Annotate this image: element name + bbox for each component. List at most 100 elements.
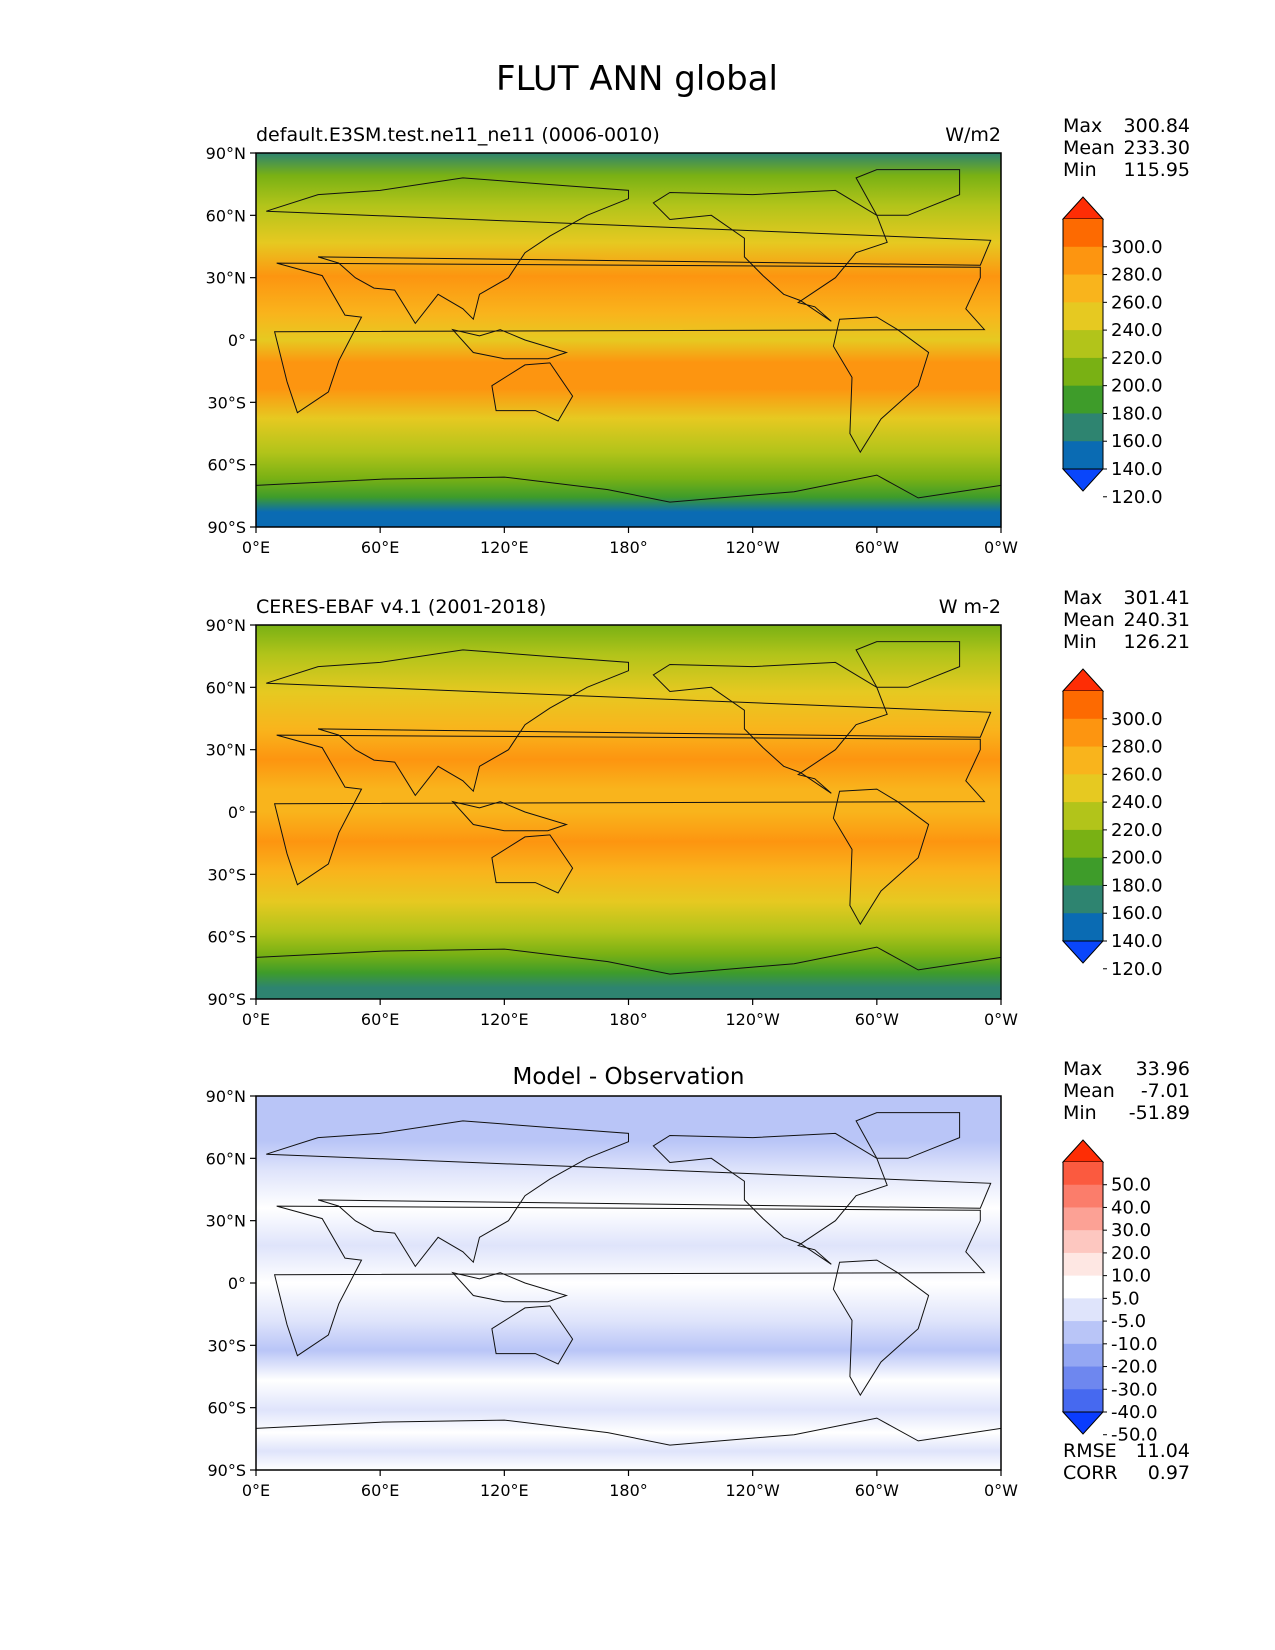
stat-label: Min	[1063, 159, 1097, 181]
colorbar-segment	[1063, 302, 1103, 331]
colorbar-segment	[1063, 857, 1103, 886]
colorbar-segment	[1063, 274, 1103, 303]
colorbar-segment	[1063, 1321, 1103, 1345]
colorbar-tick-label: 5.0	[1111, 1288, 1140, 1309]
stat-value: 240.31	[1124, 609, 1190, 631]
colorbar-extend-min	[1061, 468, 1105, 492]
y-tick-label: 90°S	[207, 1461, 246, 1480]
coastline	[855, 641, 961, 688]
panel-title: CERES-EBAF v4.1 (2001-2018)	[256, 596, 546, 618]
coastline	[832, 788, 930, 926]
colorbar-extend-max	[1061, 1139, 1105, 1163]
y-tick-label: 0°	[228, 331, 246, 350]
stat-value: -51.89	[1129, 1102, 1190, 1124]
stat-label: Max	[1063, 587, 1102, 609]
colorbar-segment	[1063, 1230, 1103, 1254]
colorbar-tick-label: -50.0	[1111, 1425, 1158, 1446]
coastline	[451, 800, 569, 832]
colorbar-segment	[1063, 774, 1103, 803]
colorbar-tick-label: 140.0	[1111, 931, 1163, 952]
units-label: W/m2	[945, 124, 1001, 146]
colorbar-tick-label: -30.0	[1111, 1379, 1158, 1400]
colorbar-tick-label: 220.0	[1111, 348, 1163, 369]
y-tick-label: 30°N	[206, 741, 246, 760]
colorbar-segment	[1063, 885, 1103, 914]
colorbar-tick-label: 120.0	[1111, 959, 1163, 980]
y-tick-label: 60°S	[207, 456, 246, 475]
colorbar-segment	[1063, 1275, 1103, 1299]
x-tick-label: 180°	[609, 538, 648, 557]
y-tick-label: 60°N	[206, 678, 246, 697]
coastline	[451, 328, 569, 360]
colorbar-segment	[1063, 330, 1103, 359]
y-tick-label: 90°S	[207, 990, 246, 1009]
coastline	[266, 649, 992, 797]
x-tick-label: 60°W	[855, 1481, 899, 1500]
colorbar: 300.0 280.0 260.0 240.0 220.0 200.0 180.0 160.0…	[1061, 196, 1163, 508]
colorbar-tick-label: 180.0	[1111, 875, 1163, 896]
colorbar-segment	[1063, 746, 1103, 775]
x-tick-label: 120°E	[480, 538, 529, 557]
coastline	[273, 1205, 986, 1357]
x-tick-label: 120°W	[725, 1481, 780, 1500]
x-tick-label: 120°E	[480, 1010, 529, 1029]
colorbar-segment	[1063, 718, 1103, 748]
stat-label: Mean	[1063, 609, 1115, 631]
colorbar-segment	[1063, 802, 1103, 831]
colorbar-tick-label: 180.0	[1111, 403, 1163, 424]
colorbar-tick-label: 220.0	[1111, 820, 1163, 841]
coastline	[652, 1132, 888, 1265]
colorbar-tick-label: 260.0	[1111, 292, 1163, 313]
panel-model: default.E3SM.test.ne11_ne11 (0006-0010) W…	[206, 115, 1190, 557]
coastline	[256, 474, 1001, 527]
figure-title: FLUT ANN global	[496, 59, 778, 99]
stat-value: 33.96	[1136, 1058, 1190, 1080]
colorbar-tick-label: 30.0	[1111, 1220, 1151, 1241]
y-tick-label: 90°N	[206, 616, 246, 635]
colorbar-tick-label: -5.0	[1111, 1311, 1146, 1332]
stat-value: -7.01	[1141, 1080, 1190, 1102]
colorbar-tick-label: 300.0	[1111, 237, 1163, 258]
y-tick-label: 60°S	[207, 928, 246, 947]
stat-value: 115.95	[1124, 159, 1190, 181]
metric-label: CORR	[1063, 1462, 1118, 1484]
panel-obs: CERES-EBAF v4.1 (2001-2018) W m-2 90°N 60°N…	[206, 587, 1190, 1029]
y-tick-label: 90°S	[207, 518, 246, 537]
x-tick-label: 0°W	[984, 1481, 1018, 1500]
colorbar-extend-min	[1061, 1411, 1105, 1435]
coastline	[451, 1271, 569, 1303]
coastline	[832, 316, 930, 454]
coastline	[652, 661, 888, 794]
colorbar-tick-label: 260.0	[1111, 764, 1163, 785]
stat-label: Max	[1063, 1058, 1102, 1080]
colorbar-segment	[1063, 219, 1103, 248]
coastline	[256, 946, 1001, 999]
coastline	[855, 169, 961, 216]
x-tick-label: 0°E	[242, 1010, 270, 1029]
coastline	[256, 1417, 1001, 1470]
colorbar-tick-label: -40.0	[1111, 1402, 1158, 1423]
stat-label: Min	[1063, 1102, 1097, 1124]
coastlines	[256, 169, 1001, 527]
panel-diff: Model - Observation 90°N 60°N 30°N 0° 30°S 60°…	[206, 1058, 1190, 1500]
colorbar-segment	[1063, 1343, 1103, 1368]
colorbar-tick-label: 300.0	[1111, 709, 1163, 730]
coastline	[855, 1112, 961, 1159]
colorbar-tick-label: -10.0	[1111, 1334, 1158, 1355]
coastline	[832, 1259, 930, 1397]
colorbar-tick-label: 240.0	[1111, 792, 1163, 813]
map-field	[256, 153, 1001, 527]
y-tick-label: 60°N	[206, 1149, 246, 1168]
x-tick-label: 180°	[609, 1010, 648, 1029]
y-tick-label: 0°	[228, 1274, 246, 1293]
x-tick-label: 120°W	[725, 1010, 780, 1029]
y-tick-label: 30°S	[207, 865, 246, 884]
colorbar-tick-label: 240.0	[1111, 320, 1163, 341]
stat-label: Mean	[1063, 137, 1115, 159]
coastline	[491, 1305, 574, 1365]
x-tick-label: 60°E	[361, 1481, 399, 1500]
metric-label: RMSE	[1063, 1440, 1117, 1462]
colorbar: 300.0 280.0 260.0 240.0 220.0 200.0 180.0 160.0…	[1061, 668, 1163, 980]
coastlines	[256, 1112, 1001, 1470]
